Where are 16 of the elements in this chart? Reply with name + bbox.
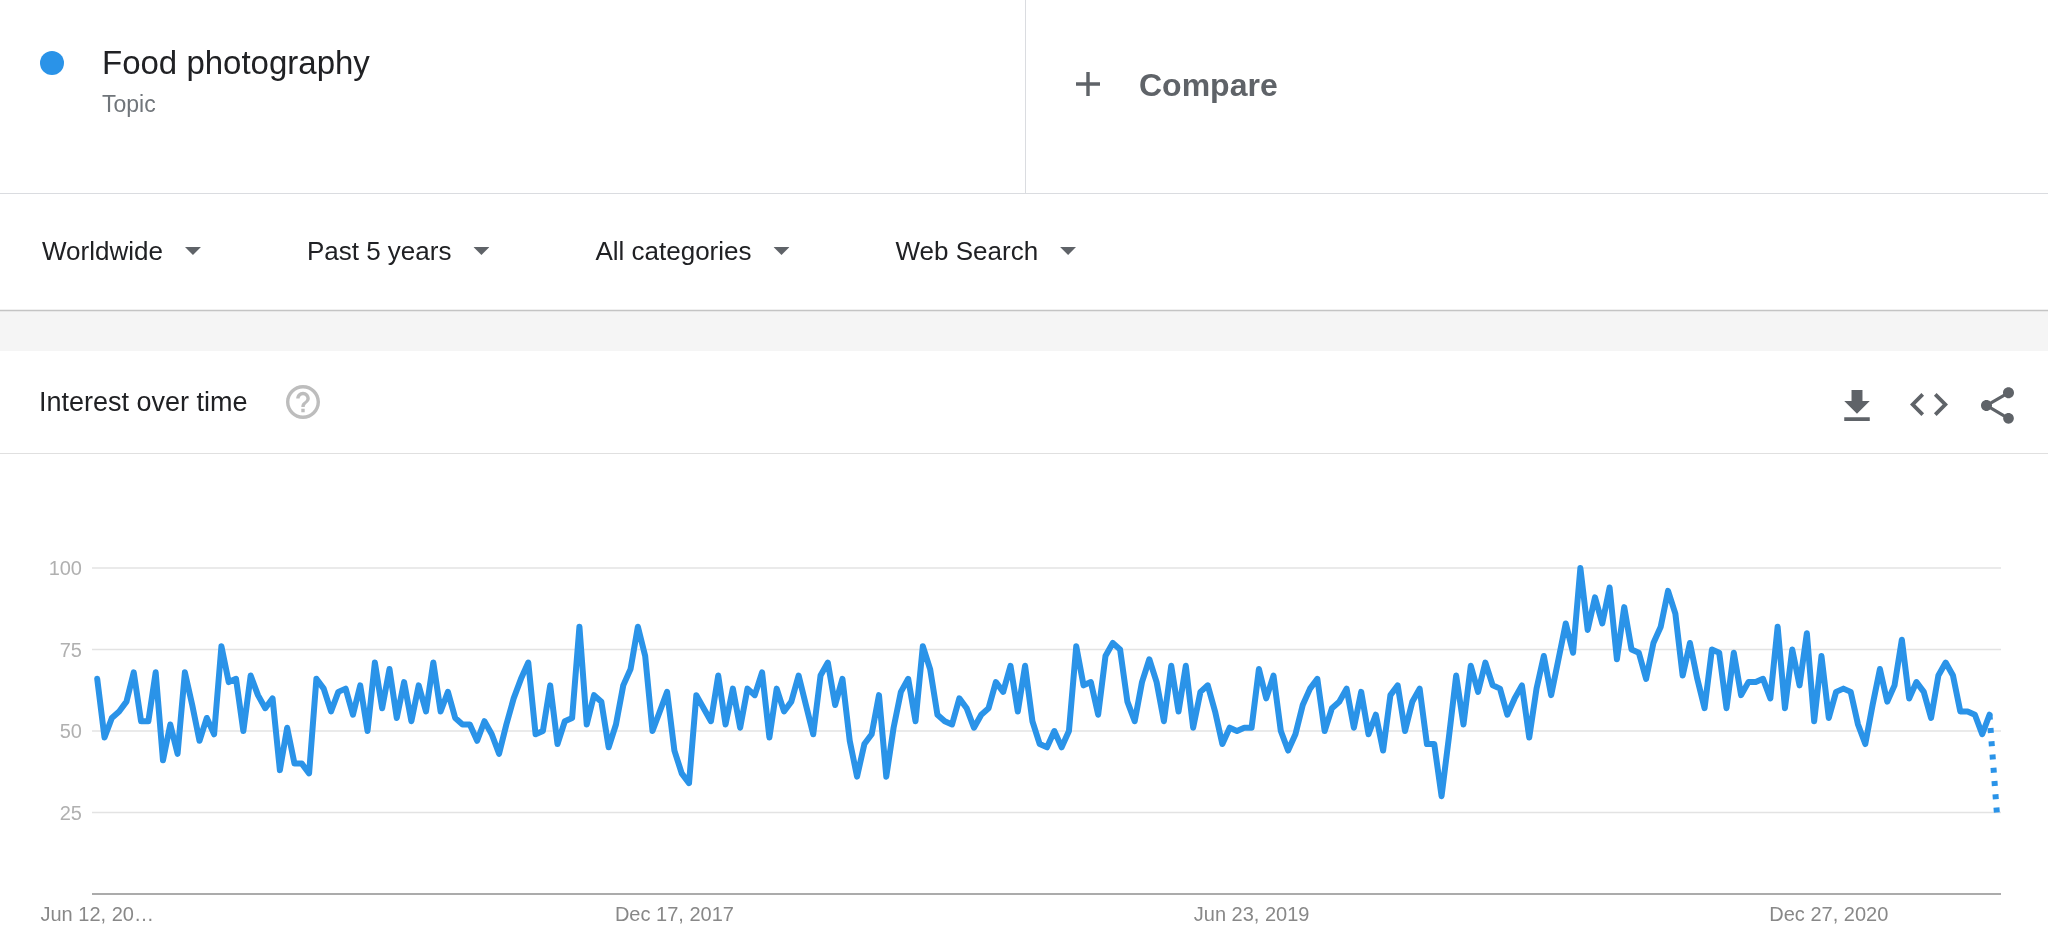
x-tick-label: Dec 17, 2017	[614, 903, 734, 925]
chart-title: Interest over time	[39, 387, 248, 417]
y-tick-label: 75	[59, 638, 82, 661]
x-tick-label: Jun 12, 20…	[40, 903, 154, 925]
y-tick-label: 50	[59, 720, 82, 742]
text: Topic	[102, 91, 156, 117]
text: Compare	[1139, 67, 1278, 103]
y-tick-label: 100	[48, 557, 82, 579]
text: Worldwide	[42, 236, 163, 266]
text: Web Search	[895, 236, 1039, 266]
legend-label: Food photography	[102, 44, 371, 81]
x-tick-label: Dec 27, 2020	[1769, 903, 1889, 925]
x-tick-label: Jun 23, 2019	[1193, 903, 1310, 925]
text: All categories	[595, 236, 752, 266]
y-tick-label: 25	[59, 801, 82, 824]
text: Past 5 years	[306, 236, 452, 266]
